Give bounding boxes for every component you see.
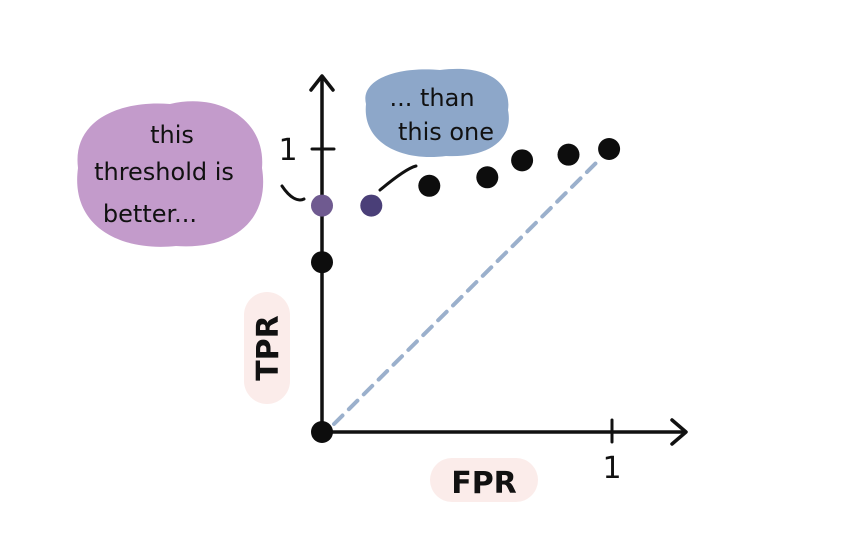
annotation-better-line-2: threshold is [94,158,234,186]
y-tick-label: 1 [278,133,297,168]
x-axis-label: FPR [451,466,517,501]
annotation-worse-bracket [378,164,418,192]
threshold-point-7 [557,143,580,166]
threshold-point-worse [360,194,383,217]
annotation-better-line-1: this [150,121,194,149]
threshold-point-0 [311,421,333,443]
annotation-better-line-3: better... [103,200,197,228]
x-tick-label: 1 [602,451,621,486]
threshold-point-6 [511,149,534,172]
y-axis-arrowhead [309,74,335,92]
annotation-bubble-better [77,101,264,247]
y-label-bubble [244,292,290,404]
x-axis-arrowhead [670,418,688,446]
threshold-point-8 [598,138,621,160]
random-classifier-line [332,159,600,426]
threshold-point-1 [311,251,333,274]
annotation-worse-line-1: ... than [389,84,474,112]
x-label-bubble [430,458,538,502]
threshold-point-5 [476,166,499,189]
annotation-worse-line-2: this one [398,118,494,146]
y-axis-label: TPR [251,315,286,381]
threshold-point-better [311,194,333,217]
data-points [311,138,621,443]
annotation-bubble-worse [365,68,509,158]
threshold-point-4 [418,174,441,197]
annotation-better-bracket [280,184,306,202]
